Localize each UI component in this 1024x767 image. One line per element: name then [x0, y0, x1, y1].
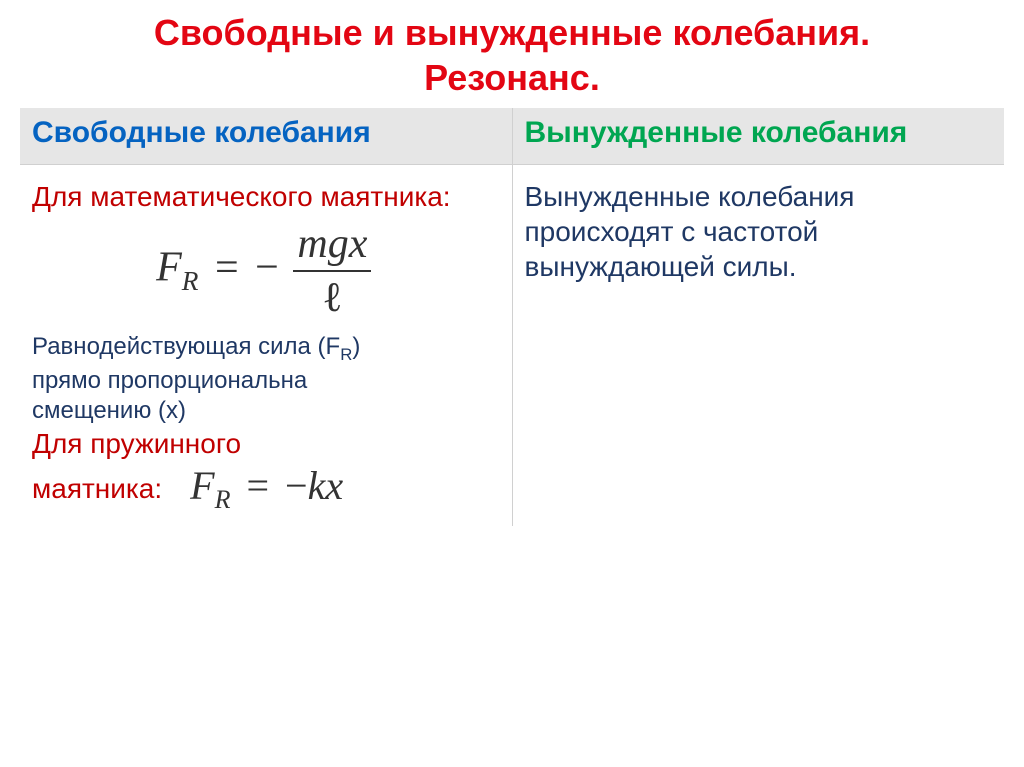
- table-header-row: Свободные колебания Вынужденные колебани…: [20, 108, 1004, 165]
- header-free-oscillations: Свободные колебания: [20, 108, 512, 165]
- title-line1: Свободные и вынужденные колебания.: [154, 12, 870, 53]
- math-pendulum-label: Для математического маятника:: [32, 179, 500, 214]
- table-body-row: Для математического маятника: FR = − mgx…: [20, 165, 1004, 527]
- spring-pendulum-label: Для пружинного маятника: FR = −kx: [32, 426, 500, 517]
- cell-forced-oscillations: Вынужденные колебания происходят с часто…: [512, 165, 1004, 527]
- resultant-force-text: Равнодействующая сила (FR) прямо пропорц…: [32, 332, 500, 426]
- forced-oscillations-text: Вынужденные колебания происходят с часто…: [525, 179, 993, 284]
- formula-spring-pendulum: FR = −kx: [190, 461, 343, 517]
- title-line2: Резонанс.: [424, 57, 600, 98]
- cell-free-oscillations: Для математического маятника: FR = − mgx…: [20, 165, 512, 527]
- header-forced-oscillations: Вынужденные колебания: [512, 108, 1004, 165]
- formula-math-pendulum: FR = − mgx ℓ: [32, 220, 500, 322]
- slide-title: Свободные и вынужденные колебания. Резон…: [0, 0, 1024, 108]
- comparison-table: Свободные колебания Вынужденные колебани…: [20, 108, 1004, 526]
